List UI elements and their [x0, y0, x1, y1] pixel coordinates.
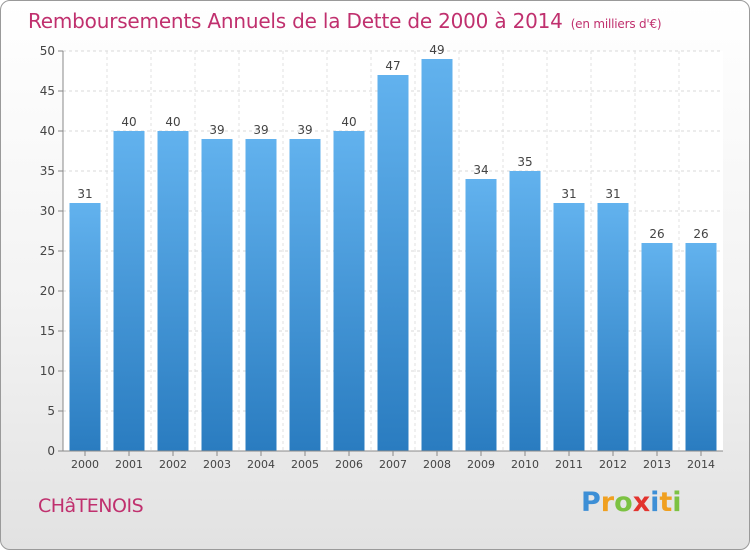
data-label: 40 [165, 115, 180, 129]
chart-title-text: Remboursements Annuels de la Dette de 20… [28, 9, 563, 33]
x-tick-label: 2004 [247, 458, 275, 471]
logo-letter: i [650, 487, 660, 518]
proxiti-logo: Proxiti [581, 487, 682, 518]
x-tick-label: 2005 [291, 458, 319, 471]
x-tick-label: 2013 [643, 458, 671, 471]
data-label: 40 [121, 115, 136, 129]
bar [245, 139, 277, 451]
bar [69, 203, 101, 451]
data-label: 34 [473, 163, 488, 177]
bar [465, 179, 497, 451]
logo-letter: t [659, 487, 673, 518]
y-tick-label: 15 [40, 324, 55, 338]
y-tick-label: 10 [40, 364, 55, 378]
data-label: 26 [693, 227, 708, 241]
x-tick-label: 2002 [159, 458, 187, 471]
chart-title: Remboursements Annuels de la Dette de 20… [28, 9, 662, 33]
x-tick-label: 2006 [335, 458, 363, 471]
data-label: 39 [253, 123, 268, 137]
bar [377, 75, 409, 451]
bar [421, 59, 453, 451]
logo-letter: r [600, 487, 615, 518]
y-tick-label: 5 [47, 404, 55, 418]
y-tick-label: 20 [40, 284, 55, 298]
y-tick-label: 0 [47, 444, 55, 458]
y-tick-label: 35 [40, 164, 55, 178]
y-tick-label: 50 [40, 44, 55, 58]
data-label: 40 [341, 115, 356, 129]
x-tick-label: 2008 [423, 458, 451, 471]
data-label: 47 [385, 59, 400, 73]
y-tick-label: 45 [40, 84, 55, 98]
axes-group: 0 5 10 15 20 25 30 35 40 45 50 2000 2001 2002 2003 2004… [40, 44, 723, 471]
logo-letter: x [632, 487, 651, 518]
bar [509, 171, 541, 451]
x-tick-label: 2012 [599, 458, 627, 471]
bar [157, 131, 189, 451]
x-tick-label: 2003 [203, 458, 231, 471]
logo-letter: P [581, 487, 601, 518]
x-tick-label: 2009 [467, 458, 495, 471]
bar [641, 243, 673, 451]
bar [113, 131, 145, 451]
x-tick-label: 2010 [511, 458, 539, 471]
data-label: 49 [429, 43, 444, 57]
bar [333, 131, 365, 451]
data-label: 39 [209, 123, 224, 137]
bar [201, 139, 233, 451]
data-label: 31 [77, 187, 92, 201]
x-tick-label: 2001 [115, 458, 143, 471]
bar [553, 203, 585, 451]
city-name: CHâTENOIS [38, 495, 144, 517]
data-label: 39 [297, 123, 312, 137]
data-label: 35 [517, 155, 532, 169]
x-tick-label: 2011 [555, 458, 583, 471]
x-tick-label: 2000 [71, 458, 99, 471]
data-label: 31 [605, 187, 620, 201]
x-tick-label: 2014 [687, 458, 715, 471]
bar [685, 243, 717, 451]
y-tick-label: 25 [40, 244, 55, 258]
logo-letter: o [614, 487, 633, 518]
chart-subtitle: (en milliers d'€) [570, 17, 662, 31]
x-tick-label: 2007 [379, 458, 407, 471]
data-label: 31 [561, 187, 576, 201]
y-tick-label: 40 [40, 124, 55, 138]
data-label: 26 [649, 227, 664, 241]
bar [289, 139, 321, 451]
y-tick-label: 30 [40, 204, 55, 218]
bar [597, 203, 629, 451]
logo-letter: i [672, 487, 682, 518]
bars-group: 31 40 40 39 39 39 40 47 49 34 35 31 31 26 26 [69, 43, 717, 451]
